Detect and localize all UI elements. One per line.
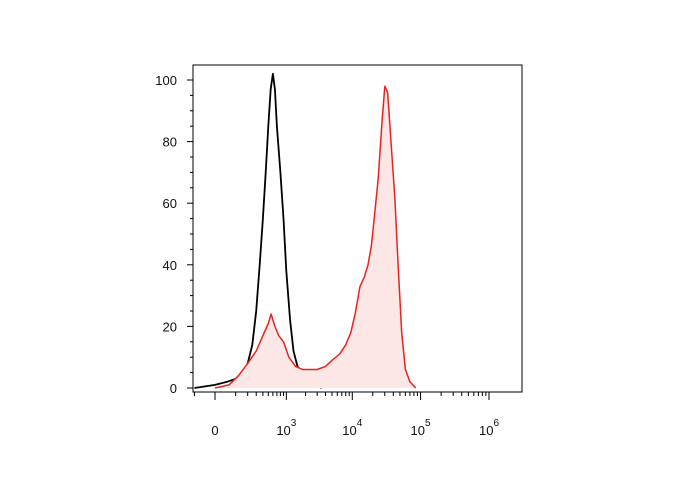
y-tick-label: 60 (163, 196, 177, 211)
series-layer (194, 72, 417, 389)
x-tick-label: 103 (276, 418, 296, 438)
series-area-fill (215, 86, 416, 388)
x-axis: 0 103 104 105 106 (193, 392, 499, 438)
x-tick-label: 106 (479, 418, 499, 438)
y-tick-label: 0 (170, 381, 177, 396)
x-tick-label: 105 (411, 418, 431, 438)
y-tick-label: 40 (163, 258, 177, 273)
x-tick-label: 104 (342, 418, 362, 438)
series-line-2 (214, 85, 417, 389)
x-tick-label: 0 (211, 423, 218, 438)
plot-frame (192, 64, 523, 393)
y-tick-label: 100 (155, 73, 177, 88)
y-axis: 0 20 40 60 80 100 (155, 73, 193, 396)
y-tick-label: 20 (163, 319, 177, 334)
series-line-1 (194, 72, 322, 389)
y-tick-label: 80 (163, 135, 177, 150)
